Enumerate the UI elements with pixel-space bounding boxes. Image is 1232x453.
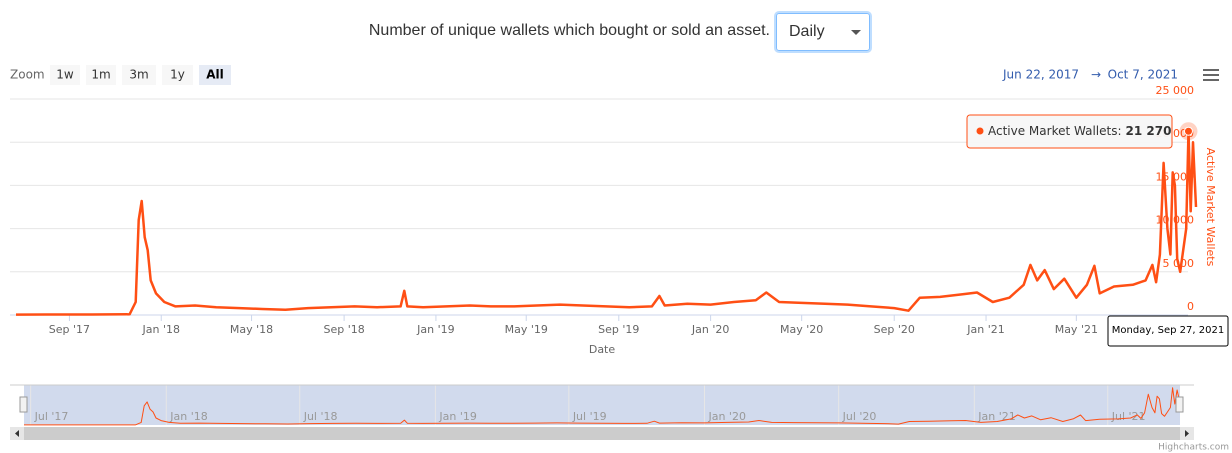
zoom-button-label: 1w	[56, 68, 74, 82]
zoom-button[interactable]	[50, 65, 80, 85]
menu-bar	[1203, 74, 1219, 76]
range-to[interactable]: Oct 7, 2021	[1108, 68, 1178, 82]
navigator-handle[interactable]	[1175, 396, 1184, 413]
y-tick-label: 0	[1187, 300, 1194, 313]
x-tick-label: May '20	[780, 323, 823, 336]
navigator-line	[24, 387, 1181, 426]
scrollbar-thumb[interactable]	[24, 427, 1180, 440]
x-tick-label: Sep '18	[323, 323, 364, 336]
tooltip-box	[966, 114, 1173, 149]
x-tick-label: Jan '21	[966, 323, 1004, 336]
navigator-label: Jul '18	[303, 410, 338, 423]
zoom-button-label: 3m	[129, 68, 148, 82]
zoom-button[interactable]	[199, 65, 231, 85]
tooltip-series: Active Market Wallets:	[988, 124, 1122, 138]
x-tick-label: Jan '19	[416, 323, 454, 336]
tooltip-value: 21 270	[1126, 124, 1172, 138]
navigator-label: Jul '19	[572, 410, 607, 423]
zoom-button-label: 1m	[91, 68, 110, 82]
menu-bar	[1203, 79, 1219, 81]
navigator-handle[interactable]	[19, 396, 28, 413]
tooltip-dot	[976, 127, 984, 135]
x-axis-title: Date	[589, 343, 616, 356]
x-tick-label: Sep '19	[598, 323, 639, 336]
y-tick-label: 25 000	[1156, 84, 1195, 97]
zoom-button[interactable]	[122, 65, 156, 85]
menu-bar	[1203, 69, 1219, 71]
crosshair-label-box	[1107, 315, 1229, 347]
arrow-right	[1185, 430, 1189, 437]
series-line	[15, 129, 1198, 316]
interval-select[interactable]: Daily	[776, 13, 870, 51]
navigator-label: Jan '18	[169, 410, 207, 423]
zoom-button-label: All	[206, 68, 224, 82]
x-tick-label: Jan '18	[142, 323, 180, 336]
arrow-left	[15, 430, 19, 437]
x-tick-label: Sep '17	[49, 323, 90, 336]
range-separator: →	[1091, 68, 1101, 82]
navigator-label: Jul '17	[34, 410, 69, 423]
navigator-mask	[24, 385, 1180, 425]
x-tick-label: May '18	[230, 323, 273, 336]
x-tick-label: Sep '20	[874, 323, 915, 336]
navigator-label: Jul '20	[842, 410, 877, 423]
tooltip-text: Active Market Wallets: 21 270	[988, 124, 1171, 138]
caret	[851, 30, 861, 35]
menu-button[interactable]	[1203, 69, 1219, 81]
range-from[interactable]: Jun 22, 2017	[1002, 68, 1079, 82]
x-tick-label: May '21	[1055, 323, 1098, 336]
point-marker	[1183, 126, 1193, 136]
zoom-button-label: 1y	[170, 68, 185, 82]
x-tick-label: Jan '20	[691, 323, 729, 336]
x-tick-label: May '19	[505, 323, 548, 336]
zoom-button[interactable]	[86, 65, 116, 85]
y-axis-title: Active Market Wallets	[1204, 148, 1217, 267]
navigator-label: Jul '21	[1111, 410, 1146, 423]
interval-value: Daily	[789, 23, 825, 40]
crosshair-label: Monday, Sep 27, 2021	[1112, 325, 1224, 336]
navigator-label: Jan '19	[438, 410, 476, 423]
page-title: Number of unique wallets which bought or…	[368, 22, 770, 39]
zoom-button[interactable]	[162, 65, 193, 85]
credits[interactable]: Highcharts.com	[1158, 443, 1229, 453]
navigator-label: Jan '20	[707, 410, 745, 423]
zoom-label: Zoom	[10, 68, 45, 82]
